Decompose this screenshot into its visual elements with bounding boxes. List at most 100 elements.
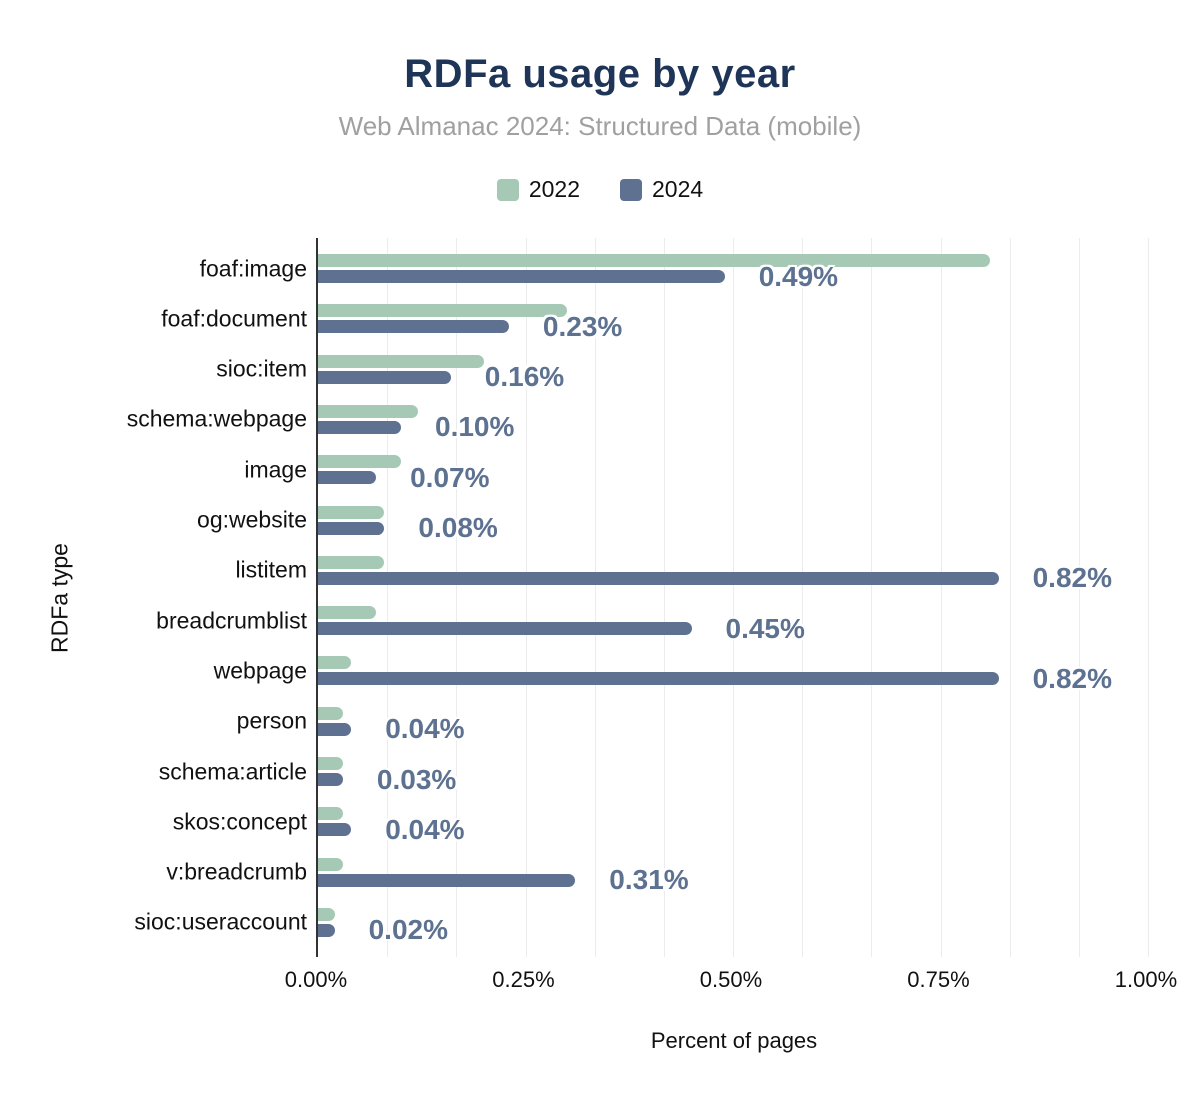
bar-2022 xyxy=(318,857,343,871)
bar-2024 xyxy=(318,622,692,636)
category-label: foaf:document xyxy=(161,305,307,332)
category-row: sioc:item 0.16% xyxy=(216,345,1154,395)
legend-swatch-2022-icon xyxy=(496,178,519,201)
value-label-2024: 0.03% xyxy=(376,763,457,795)
category-row: og:website 0.08% xyxy=(197,496,1154,546)
category-row: foaf:document 0.23% xyxy=(161,294,1154,344)
bar-2024 xyxy=(318,722,352,736)
bar-2024 xyxy=(318,370,451,384)
value-label-2024: 0.23% xyxy=(542,310,623,342)
category-row: listitem 0.82% xyxy=(235,546,1154,596)
legend-label-2024: 2024 xyxy=(652,176,704,202)
value-label-2024: 0.02% xyxy=(368,914,448,946)
category-label: webpage xyxy=(213,657,307,684)
category-label: breadcrumblist xyxy=(156,607,307,634)
x-axis-ticks: 0.00% 0.25% 0.50% 0.75% 1.00% xyxy=(285,967,1177,993)
bar-2022 xyxy=(318,706,343,720)
bar-2024 xyxy=(318,873,576,887)
value-label-2024: 0.16% xyxy=(484,361,565,393)
category-label: listitem xyxy=(235,556,307,583)
bar-2024 xyxy=(318,270,725,283)
bar-2024 xyxy=(318,923,335,937)
category-label: image xyxy=(244,456,307,483)
category-row: skos:concept 0.04% xyxy=(173,797,1154,847)
x-tick-label: 0.50% xyxy=(699,967,763,992)
gridline xyxy=(871,238,873,957)
category-label: foaf:image xyxy=(199,255,307,281)
legend-item-2024: 2024 xyxy=(620,176,703,203)
value-label-2024: 0.82% xyxy=(1032,662,1112,694)
bar-2022 xyxy=(318,606,377,620)
bar-2024 xyxy=(318,823,352,837)
gridline xyxy=(940,238,942,957)
value-label-2024: 0.49% xyxy=(758,260,839,292)
chart-subtitle: Web Almanac 2024: Structured Data (mobil… xyxy=(338,111,862,141)
plot-area: foaf:image 0.49% foaf:document 0.23% sioc:it… xyxy=(127,238,1154,957)
legend-item-2022: 2022 xyxy=(496,176,580,203)
category-label: skos:concept xyxy=(172,808,307,835)
bar-2022 xyxy=(318,354,484,368)
bar-2022 xyxy=(318,455,401,469)
category-label: sioc:useraccount xyxy=(134,908,307,935)
category-label: sioc:item xyxy=(216,355,307,382)
bar-2024 xyxy=(318,773,343,786)
category-row: schema:article 0.03% xyxy=(159,747,1154,797)
gridline xyxy=(1078,238,1080,957)
bar-2024 xyxy=(318,571,999,585)
category-row: schema:webpage 0.10% xyxy=(127,395,1154,445)
value-label-2024: 0.82% xyxy=(1032,562,1112,594)
value-label-2024: 0.07% xyxy=(410,461,490,493)
legend-label-2022: 2022 xyxy=(528,176,580,202)
category-label: schema:article xyxy=(158,758,307,784)
category-row: breadcrumblist 0.45% xyxy=(156,596,1154,646)
bar-2022 xyxy=(318,907,335,921)
value-label-2024: 0.04% xyxy=(385,713,465,745)
category-label: schema:webpage xyxy=(126,405,307,432)
bar-2024 xyxy=(318,320,509,334)
legend: 2022 2024 xyxy=(0,176,1200,203)
bar-2022 xyxy=(318,807,343,821)
x-axis-title: Percent of pages xyxy=(650,1028,818,1053)
category-label: og:website xyxy=(197,506,307,533)
legend-swatch-2024-icon xyxy=(620,178,642,201)
bar-2024 xyxy=(318,420,401,434)
value-label-2024: 0.45% xyxy=(725,612,805,644)
x-tick-label: 1.00% xyxy=(1114,967,1178,992)
bar-2022 xyxy=(318,254,991,267)
bar-2022 xyxy=(318,304,567,318)
category-row: v:breadcrumb 0.31% xyxy=(166,848,1154,898)
gridline xyxy=(525,238,527,957)
gridline xyxy=(456,238,458,957)
gridline xyxy=(387,238,389,957)
category-row: person 0.04% xyxy=(237,697,1154,747)
value-label-2024: 0.04% xyxy=(385,813,465,845)
chart-title: RDFa usage by year xyxy=(404,52,796,96)
x-tick-label: 0.00% xyxy=(284,967,348,992)
gridline xyxy=(594,238,596,957)
x-tick-label: 0.75% xyxy=(907,967,970,992)
category-row: foaf:image 0.49% xyxy=(200,244,1154,294)
bar-2022 xyxy=(318,505,385,519)
bar-2024 xyxy=(318,471,377,485)
gridline xyxy=(663,238,665,957)
category-label: person xyxy=(236,707,307,734)
gridline xyxy=(1009,238,1011,957)
value-label-2024: 0.10% xyxy=(435,411,515,443)
bar-2022 xyxy=(318,555,385,569)
value-label-2024: 0.08% xyxy=(418,512,498,543)
bar-2022 xyxy=(318,757,343,770)
bar-2024 xyxy=(318,672,999,686)
category-row: sioc:useraccount 0.02% xyxy=(134,898,1154,948)
x-tick-label: 0.25% xyxy=(492,967,555,992)
category-label: v:breadcrumb xyxy=(166,858,307,885)
y-axis-title: RDFa type xyxy=(46,543,73,653)
category-row: image 0.07% xyxy=(244,445,1154,495)
bar-2022 xyxy=(318,656,352,670)
bar-2022 xyxy=(318,404,418,418)
category-row: webpage 0.82% xyxy=(214,646,1154,696)
gridline xyxy=(733,238,734,957)
value-label-2024: 0.31% xyxy=(609,864,689,896)
gridline xyxy=(1148,238,1149,957)
bar-2024 xyxy=(318,521,385,535)
